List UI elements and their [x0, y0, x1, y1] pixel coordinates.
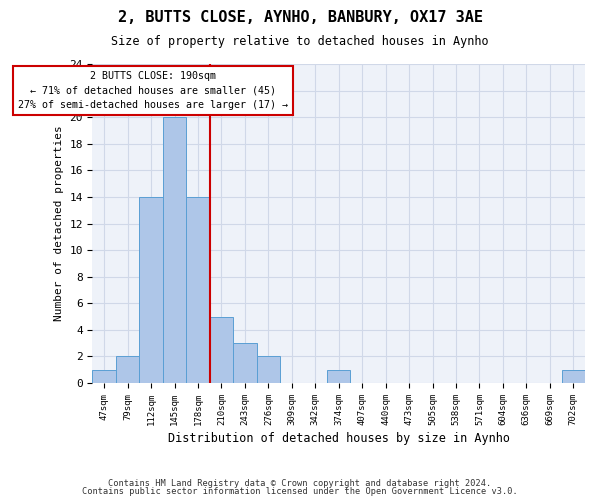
Bar — [327, 370, 350, 383]
Text: Contains HM Land Registry data © Crown copyright and database right 2024.: Contains HM Land Registry data © Crown c… — [109, 478, 491, 488]
Bar — [186, 197, 210, 383]
Bar — [257, 356, 280, 383]
Y-axis label: Number of detached properties: Number of detached properties — [53, 126, 64, 322]
Text: Size of property relative to detached houses in Aynho: Size of property relative to detached ho… — [111, 35, 489, 48]
Bar — [210, 316, 233, 383]
Bar — [163, 117, 186, 383]
X-axis label: Distribution of detached houses by size in Aynho: Distribution of detached houses by size … — [168, 432, 510, 445]
Text: 2, BUTTS CLOSE, AYNHO, BANBURY, OX17 3AE: 2, BUTTS CLOSE, AYNHO, BANBURY, OX17 3AE — [118, 10, 482, 25]
Text: 2 BUTTS CLOSE: 190sqm
← 71% of detached houses are smaller (45)
27% of semi-deta: 2 BUTTS CLOSE: 190sqm ← 71% of detached … — [19, 70, 289, 110]
Bar — [92, 370, 116, 383]
Text: Contains public sector information licensed under the Open Government Licence v3: Contains public sector information licen… — [82, 487, 518, 496]
Bar — [139, 197, 163, 383]
Bar — [116, 356, 139, 383]
Bar — [562, 370, 585, 383]
Bar — [233, 343, 257, 383]
